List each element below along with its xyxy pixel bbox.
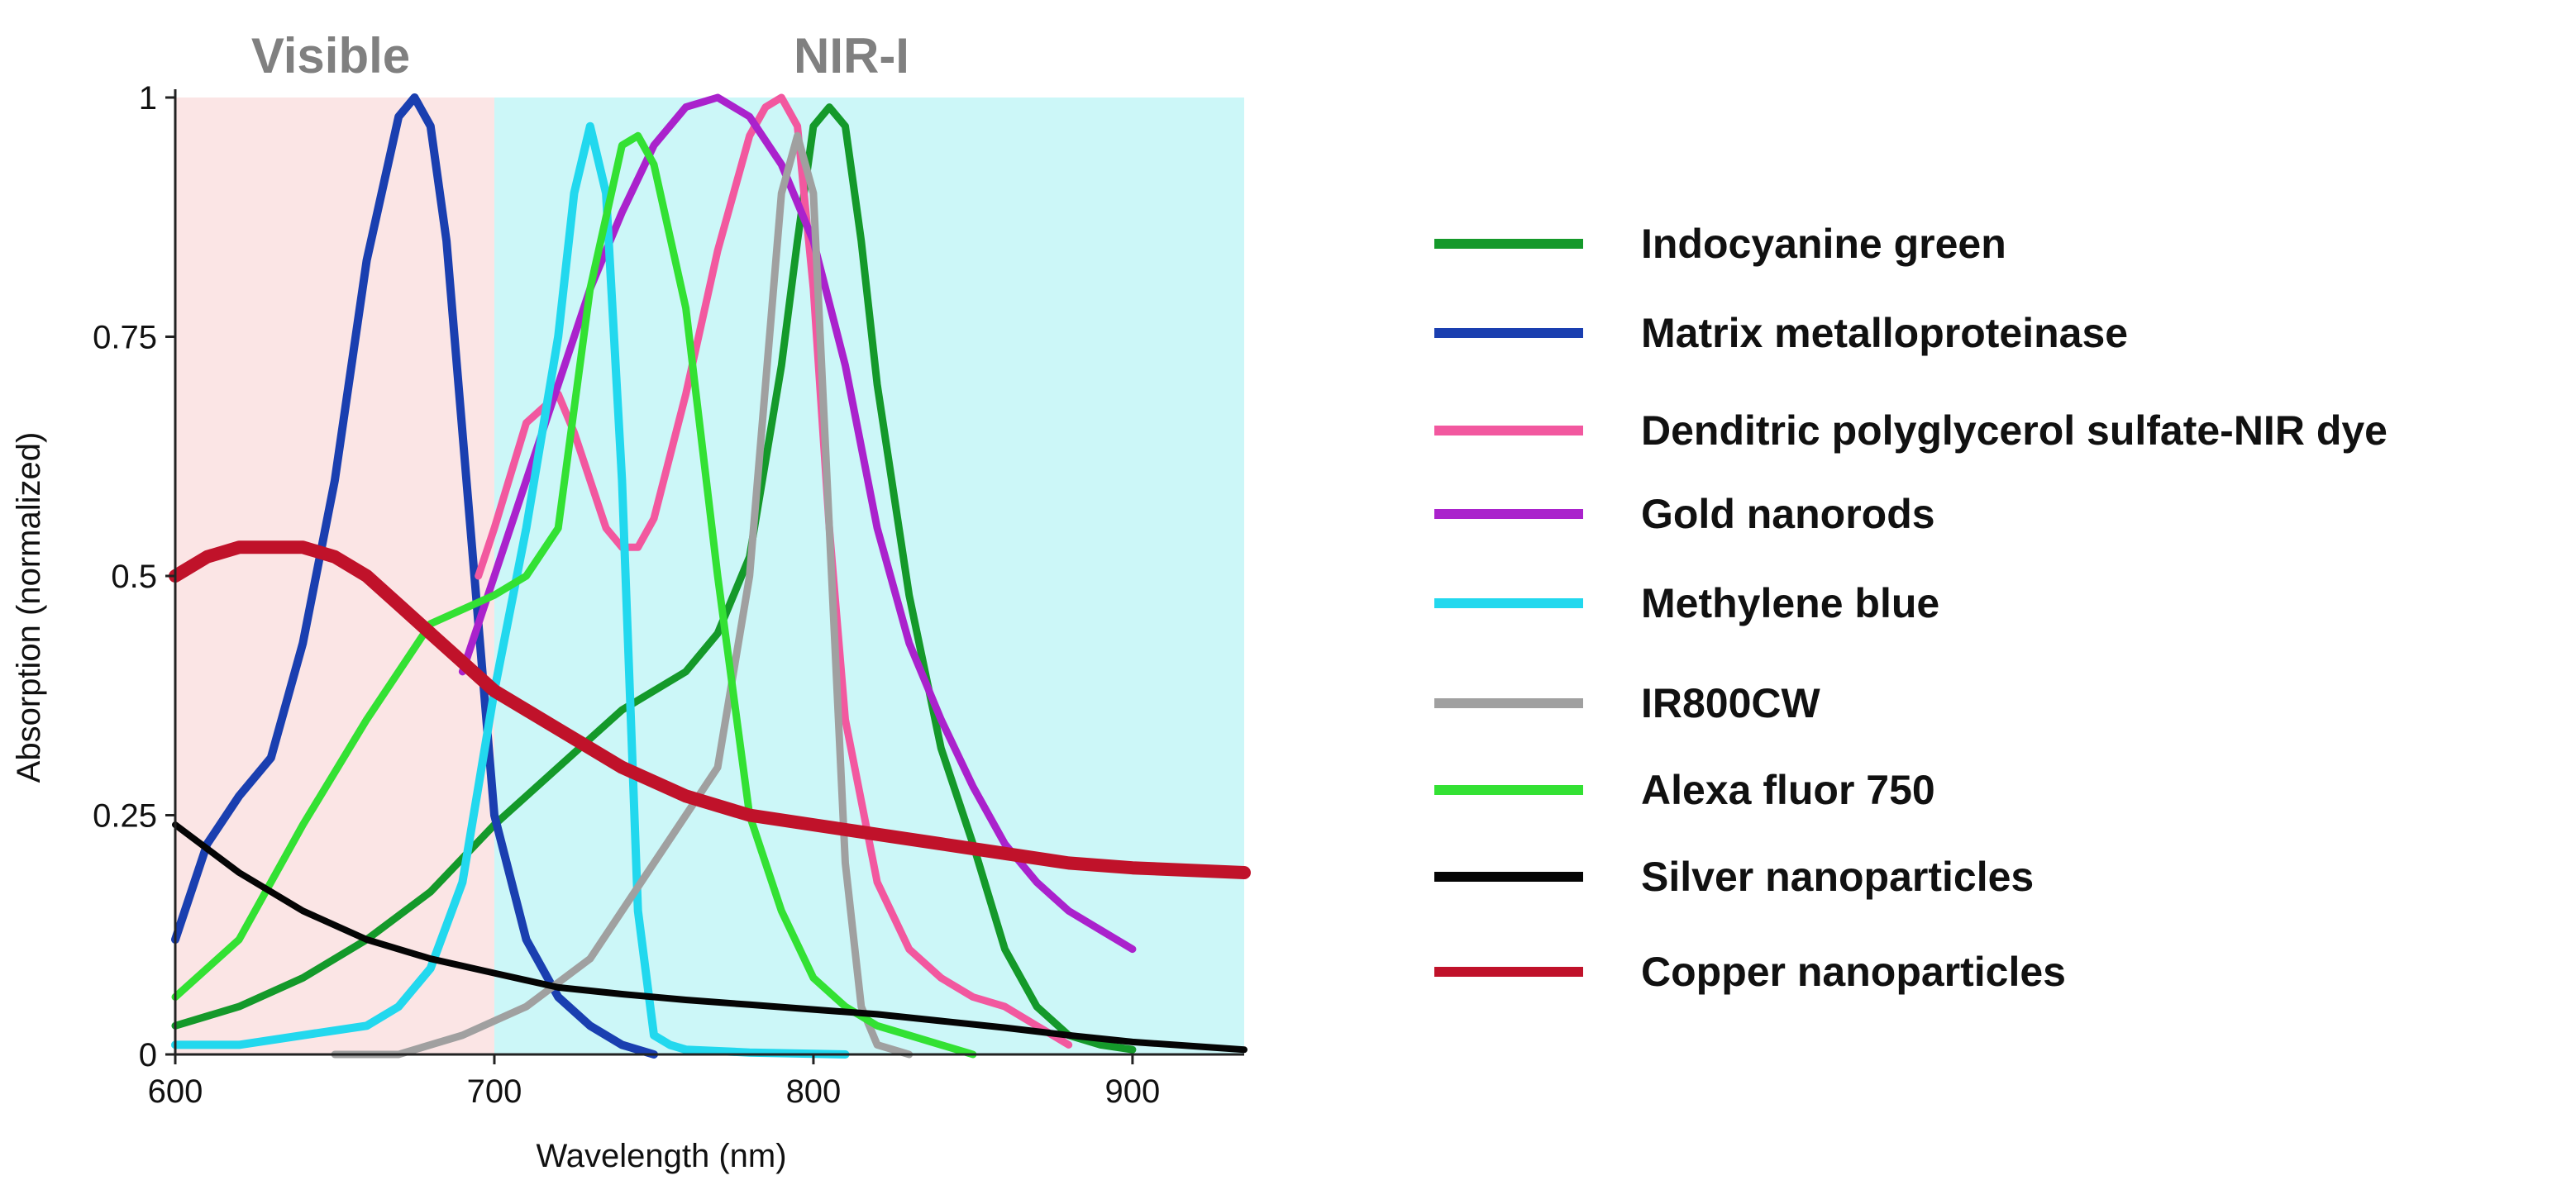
series-line-gold-nanorods (458, 93, 1137, 954)
legend-label-gold-nanorods: Gold nanorods (1641, 491, 1935, 537)
series-lines (169, 93, 1251, 1059)
region-nir-i (494, 98, 1244, 1054)
legend-label-copper-nanoparticles: Copper nanoparticles (1641, 949, 2066, 995)
legend-label-alexa-fluor-750: Alexa fluor 750 (1641, 767, 1935, 813)
region-label-nir-i: NIR-I (794, 28, 909, 83)
legend-label-matrix-metalloproteinase: Matrix metalloproteinase (1641, 310, 2128, 356)
y-tick-label: 0.5 (111, 559, 157, 595)
legend-label-indocyanine-green: Indocyanine green (1641, 221, 2006, 267)
y-tick-label: 0.75 (93, 320, 157, 356)
x-tick-label: 700 (467, 1073, 522, 1110)
series-line-denditric-polyglycerol-sulfate-nir-dye (475, 93, 1073, 1049)
series-line-copper-nanoparticles (169, 540, 1251, 879)
legend: Indocyanine green Matrix metalloproteinas… (1434, 221, 2388, 995)
legend-label-ir800cw: IR800CW (1641, 680, 1821, 726)
y-tick-label: 1 (139, 80, 157, 117)
series-line-methylene-blue (171, 121, 850, 1059)
x-axis-label: Wavelength (nm) (536, 1138, 786, 1174)
axes: 600 700 800 900 0 0.25 0.5 0.75 1 (93, 80, 1244, 1110)
y-tick-label: 0.25 (93, 798, 157, 835)
region-visible (175, 98, 494, 1054)
wavelength-regions: Visible NIR-I (175, 28, 1244, 1054)
legend-label-denditric-polyglycerol-sulfate-nir-dye: Denditric polyglycerol sulfate-NIR dye (1641, 407, 2388, 454)
x-tick-label: 800 (786, 1073, 842, 1110)
y-axis-label: Absorption (normalized) (11, 432, 47, 783)
legend-label-silver-nanoparticles: Silver nanoparticles (1641, 854, 2034, 900)
legend-label-methylene-blue: Methylene blue (1641, 580, 1939, 626)
x-tick-label: 600 (148, 1073, 203, 1110)
series-line-silver-nanoparticles (172, 821, 1247, 1054)
y-tick-label: 0 (139, 1037, 157, 1073)
series-line-ir800cw (331, 131, 914, 1059)
region-label-visible: Visible (251, 28, 410, 83)
series-line-matrix-metalloproteinase (171, 93, 658, 1059)
x-tick-label: 900 (1105, 1073, 1161, 1110)
